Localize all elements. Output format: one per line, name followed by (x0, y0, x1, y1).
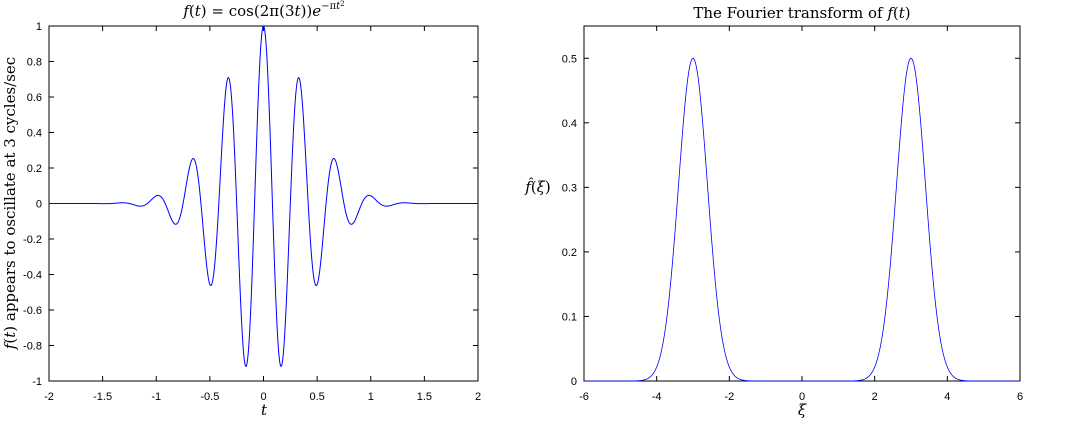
left-chart-title: f(t) = cos(2π(3t))e−πt2 (182, 0, 344, 20)
left-y-axis-label: f(t) appears to oscillate at 3 cycles/se… (1, 57, 19, 350)
left-y-tick-label: -0.4 (23, 270, 42, 282)
right-x-tick-label: 0 (799, 391, 805, 403)
right-chart-title: The Fourier transform of f(t) (693, 4, 910, 22)
left-y-tick-label: -0.6 (23, 305, 42, 317)
right-y-tick-label: 0.1 (562, 311, 577, 323)
right-x-tick-label: 2 (872, 391, 878, 403)
left-x-tick-label: 1 (368, 391, 374, 403)
right-y-tick-label: 0.2 (562, 247, 577, 259)
left-x-tick-label: 0.5 (309, 391, 324, 403)
right-x-tick-label: 6 (1017, 391, 1023, 403)
right-y-tick-label: 0.3 (562, 182, 577, 194)
left-y-tick-label: -0.8 (23, 341, 42, 353)
right-y-axis-label: f̂(ξ) (524, 178, 551, 196)
right-series-line (584, 57, 1020, 382)
right-panel: -6 -4 -2 0 2 4 6 0 0.1 0.2 0.3 0.4 0.5 The Fourier t… (524, 4, 1023, 419)
left-y-tick-label: 0.8 (27, 57, 42, 69)
left-x-tick-label: -0.5 (200, 391, 219, 403)
left-x-tick-label: -2 (44, 391, 54, 403)
left-y-tick-label: 0 (36, 199, 42, 211)
right-x-tick-label: -6 (579, 391, 589, 403)
right-x-tick-label: -4 (652, 391, 662, 403)
right-y-tick-label: 0.5 (562, 53, 577, 65)
left-panel: -2 -1.5 -1 -0.5 0 0.5 1 1.5 2 -1 -0.8 -0.6 -0.4 -0.2 0… (1, 0, 481, 419)
right-y-tick-label: 0 (571, 376, 577, 388)
left-y-tick-label: -0.2 (23, 234, 42, 246)
left-x-tick-label: 1.5 (417, 391, 432, 403)
right-x-tick-label: 4 (944, 391, 950, 403)
left-ticks: -2 -1.5 -1 -0.5 0 0.5 1 1.5 2 -1 -0.8 -0.6 -0.4 -0.2 0… (23, 21, 481, 403)
left-y-tick-label: 0.2 (27, 163, 42, 175)
left-y-tick-label: 1 (36, 21, 42, 33)
left-y-tick-label: 0.4 (27, 128, 42, 140)
right-x-axis-label: ξ (798, 401, 807, 419)
left-x-axis-label: t (261, 401, 268, 419)
left-x-tick-label: 2 (475, 391, 481, 403)
left-y-tick-label: -1 (32, 376, 42, 388)
left-x-tick-label: 0 (260, 391, 266, 403)
left-series-line (49, 25, 478, 368)
left-x-tick-label: -1.5 (93, 391, 112, 403)
right-x-tick-label: -2 (724, 391, 734, 403)
right-plot-frame (583, 25, 1021, 382)
right-ticks: -6 -4 -2 0 2 4 6 0 0.1 0.2 0.3 0.4 0.5 (562, 26, 1023, 403)
left-x-tick-label: -1 (151, 391, 161, 403)
left-y-tick-label: 0.6 (27, 92, 42, 104)
right-y-tick-label: 0.4 (562, 118, 577, 130)
